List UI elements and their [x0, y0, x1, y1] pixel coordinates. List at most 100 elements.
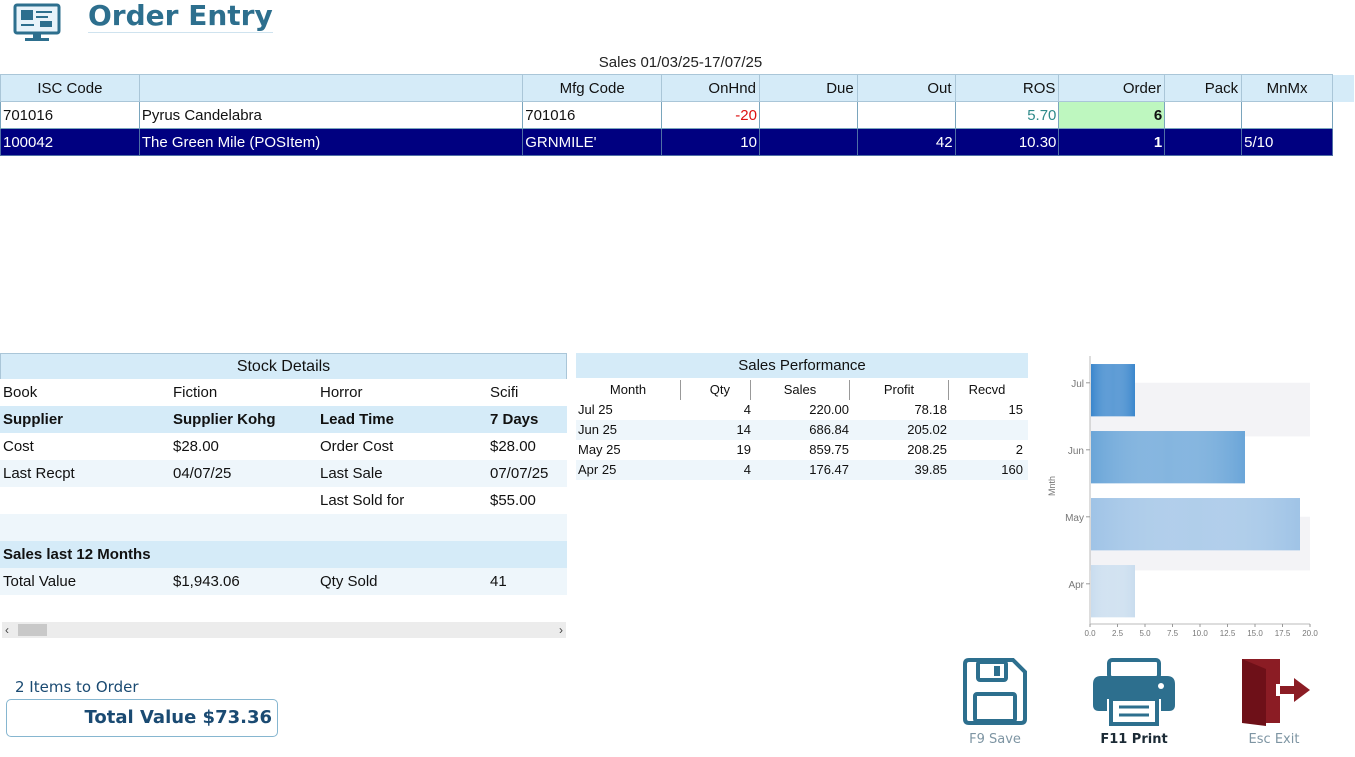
- stock-value: $1,943.06: [173, 573, 240, 590]
- stock-row-section: Sales last 12 Months: [0, 541, 567, 568]
- bar-shine-jun: [1091, 431, 1245, 484]
- items-to-order-label: 2 Items to Order: [15, 678, 139, 696]
- total-value-box: Total Value $73.36: [6, 699, 278, 737]
- printer-icon: [1093, 658, 1175, 726]
- floppy-disk-icon: [963, 658, 1027, 725]
- stock-row: Book Fiction Horror Scifi: [0, 379, 567, 406]
- exit-button[interactable]: Esc Exit: [1234, 657, 1314, 747]
- stock-row: Supplier Supplier Kohg Lead Time 7 Days: [0, 406, 567, 433]
- col-header-due[interactable]: Due: [758, 74, 858, 102]
- scroll-right-icon[interactable]: ›: [559, 623, 563, 637]
- cell-description[interactable]: Pyrus Candelabra: [138, 101, 524, 129]
- stock-value: $28.00: [490, 438, 536, 455]
- col-header-onhnd[interactable]: OnHnd: [661, 74, 760, 102]
- cell-mfg-code[interactable]: GRNMILE': [522, 128, 663, 156]
- perf-col-qty[interactable]: Qty: [681, 380, 751, 400]
- stock-value: Supplier Kohg: [173, 411, 276, 428]
- table-row[interactable]: 701016 Pyrus Candelabra 701016 -20 5.70 …: [0, 101, 1355, 129]
- sales-performance-panel: Sales Performance Month Qty Sales Profit…: [576, 353, 1028, 480]
- stock-row: Last Sold for $55.00: [0, 487, 567, 514]
- stock-row: Total Value $1,943.06 Qty Sold 41: [0, 568, 567, 595]
- stock-value: Scifi: [490, 384, 519, 401]
- stock-label: Cost: [3, 438, 34, 455]
- cell-due[interactable]: [758, 101, 858, 129]
- sales-performance-title: Sales Performance: [576, 353, 1028, 378]
- cell-isc-code[interactable]: 701016: [0, 101, 140, 129]
- cell-due[interactable]: [758, 128, 858, 156]
- x-tick-label: 10.0: [1192, 629, 1208, 638]
- col-header-pack[interactable]: Pack: [1164, 74, 1243, 102]
- perf-row: Apr 25 4 176.47 39.85 160: [576, 460, 1028, 480]
- perf-profit: 208.25: [907, 442, 947, 457]
- col-header-description[interactable]: [138, 74, 524, 102]
- cell-order-input[interactable]: 1: [1058, 128, 1166, 156]
- stock-row: Cost $28.00 Order Cost $28.00: [0, 433, 567, 460]
- x-tick-label: 15.0: [1247, 629, 1263, 638]
- stock-row-blank: [0, 514, 567, 541]
- perf-month: May 25: [578, 442, 621, 457]
- perf-sales: 176.47: [809, 462, 849, 477]
- y-tick-label: Jun: [1068, 446, 1084, 457]
- col-header-mfg-code[interactable]: Mfg Code: [522, 74, 663, 102]
- x-tick-label: 0.0: [1084, 629, 1096, 638]
- save-button[interactable]: F9 Save: [955, 657, 1035, 747]
- cell-out[interactable]: 42: [856, 128, 956, 156]
- stock-details-panel: Stock Details Book Fiction Horror Scifi …: [0, 353, 567, 595]
- sales-date-range: Sales 01/03/25-17/07/25: [598, 54, 763, 71]
- col-header-isc-code[interactable]: ISC Code: [0, 74, 140, 102]
- cell-pack[interactable]: [1164, 128, 1243, 156]
- perf-col-profit[interactable]: Profit: [850, 380, 949, 400]
- y-tick-label: Jul: [1071, 379, 1084, 390]
- col-header-out[interactable]: Out: [856, 74, 956, 102]
- y-tick-label: May: [1065, 513, 1084, 524]
- row-filler: [1332, 102, 1354, 129]
- stock-label: Horror: [320, 384, 363, 401]
- scrollbar-thumb[interactable]: [18, 624, 47, 636]
- cell-description[interactable]: The Green Mile (POSItem): [138, 128, 524, 156]
- cell-pack[interactable]: [1164, 101, 1243, 129]
- bar-shine-apr: [1091, 565, 1135, 618]
- monitor-order-icon: [12, 3, 62, 43]
- order-grid: ISC Code Mfg Code OnHnd Due Out ROS Orde…: [0, 74, 1355, 156]
- cell-mnmx[interactable]: [1241, 101, 1333, 129]
- col-header-ros[interactable]: ROS: [954, 74, 1060, 102]
- perf-col-recvd[interactable]: Recvd: [968, 382, 1006, 397]
- scroll-left-icon[interactable]: ‹: [5, 623, 9, 637]
- cell-mnmx[interactable]: 5/10: [1241, 128, 1333, 156]
- print-button[interactable]: F11 Print: [1089, 657, 1179, 747]
- cell-mfg-code[interactable]: 701016: [522, 101, 663, 129]
- perf-profit: 205.02: [907, 422, 947, 437]
- y-axis-label: Mnth: [1047, 476, 1057, 496]
- bar-shine-may: [1091, 498, 1300, 551]
- perf-row: Jun 25 14 686.84 205.02: [576, 420, 1028, 440]
- cell-ros[interactable]: 5.70: [954, 101, 1060, 129]
- perf-qty: 4: [743, 402, 751, 417]
- perf-month: Jul 25: [578, 402, 613, 417]
- cell-out[interactable]: [856, 101, 956, 129]
- cell-onhnd[interactable]: 10: [661, 128, 760, 156]
- col-header-filler: [1332, 74, 1355, 102]
- cell-ros[interactable]: 10.30: [954, 128, 1060, 156]
- stock-value: 07/07/25: [490, 465, 549, 482]
- exit-door-icon: [1242, 659, 1310, 726]
- x-tick-label: 17.5: [1275, 629, 1291, 638]
- x-tick-label: 2.5: [1112, 629, 1124, 638]
- table-row-selected[interactable]: 100042 The Green Mile (POSItem) GRNMILE'…: [0, 128, 1355, 156]
- sales-12-months-heading: Sales last 12 Months: [3, 546, 151, 563]
- stock-value: 04/07/25: [173, 465, 232, 482]
- stock-label: Supplier: [3, 411, 64, 428]
- monthly-qty-bar-chart: Jul Jun May Apr 0.0 2.5 5.0 7.5 10.0 12.5 15.0 17.5…: [1047, 356, 1318, 638]
- cell-order-input[interactable]: 6: [1058, 101, 1166, 129]
- cell-onhnd[interactable]: -20: [661, 101, 760, 129]
- stock-label: Qty Sold: [320, 573, 378, 590]
- x-tick-label: 12.5: [1220, 629, 1236, 638]
- perf-col-month[interactable]: Month: [576, 380, 681, 400]
- stock-horizontal-scrollbar[interactable]: ‹ ›: [2, 622, 566, 638]
- col-header-order[interactable]: Order: [1058, 74, 1166, 102]
- row-filler: [1332, 128, 1355, 156]
- perf-row: May 25 19 859.75 208.25 2: [576, 440, 1028, 460]
- col-header-mnmx[interactable]: MnMx: [1241, 74, 1333, 102]
- perf-col-sales[interactable]: Sales: [751, 380, 850, 400]
- perf-sales: 859.75: [809, 442, 849, 457]
- cell-isc-code[interactable]: 100042: [0, 128, 140, 156]
